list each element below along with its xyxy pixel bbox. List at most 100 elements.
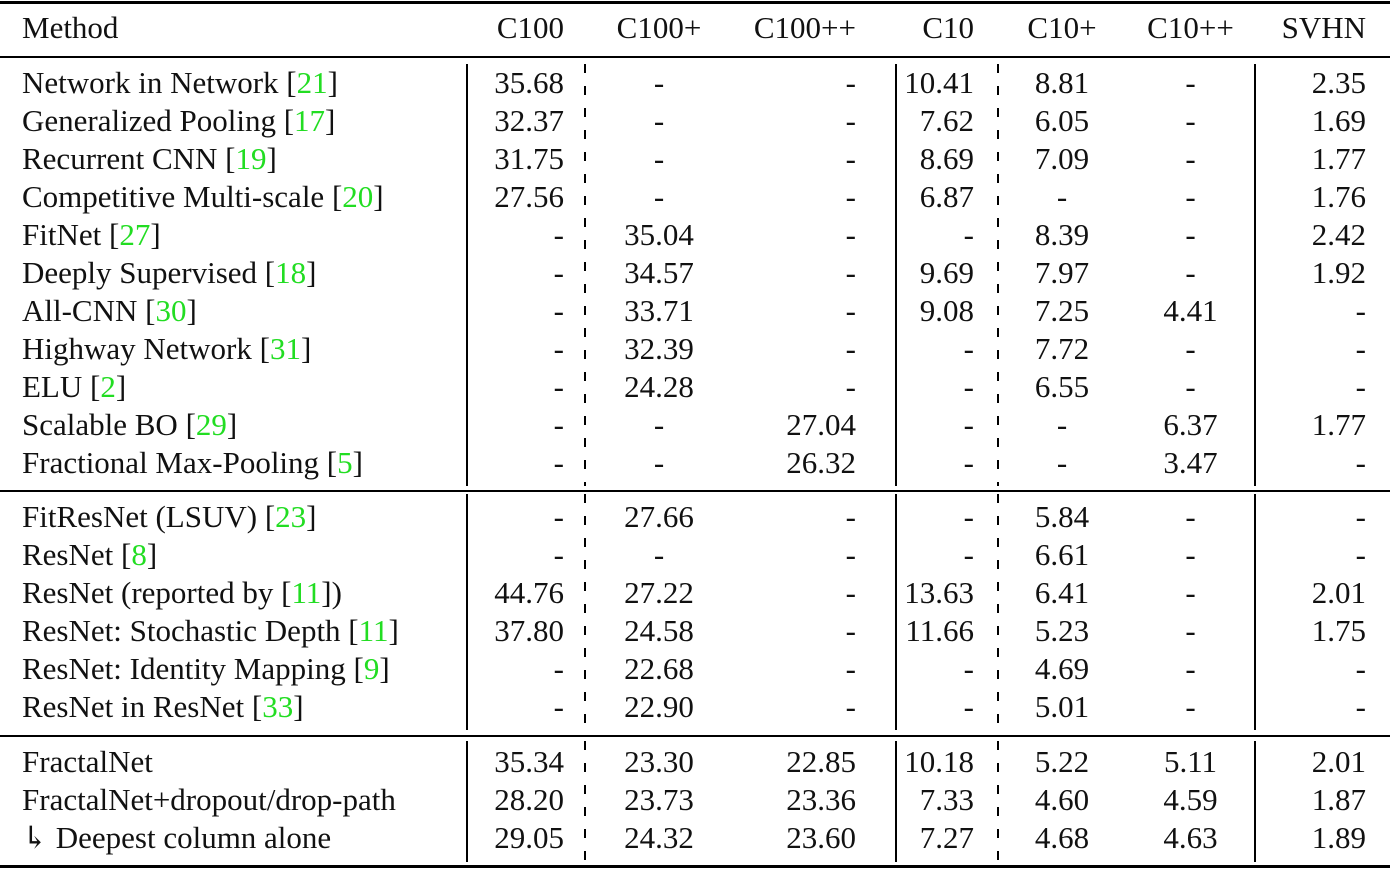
method-suffix: ]) xyxy=(321,575,342,610)
cell-svhn: - xyxy=(1355,331,1366,366)
method-name: FractalNet xyxy=(22,743,153,781)
cell-c10-plusplus: 5.11 xyxy=(1163,744,1218,779)
cell-c100: - xyxy=(553,537,564,572)
header-rule xyxy=(0,56,1390,58)
method-suffix: ] xyxy=(293,689,304,724)
cell-c100-plusplus: 23.60 xyxy=(786,820,856,855)
cell-c100-plus: - xyxy=(653,65,665,100)
header-c100-plusplus: C100++ xyxy=(753,10,856,45)
cell-c100: - xyxy=(553,445,564,480)
cell-c100: - xyxy=(553,407,564,442)
table-row: Scalable BO [29] - - 27.04 - - 6.37 1.77 xyxy=(0,406,1390,444)
cell-c10: - xyxy=(963,651,974,686)
table-row: FitResNet (LSUV) [23] - 27.66 - - 5.84 - - xyxy=(0,498,1390,536)
citation-link[interactable]: 18 xyxy=(275,255,307,290)
cell-c100-plusplus: - xyxy=(845,651,856,686)
cell-svhn: 2.01 xyxy=(1311,575,1366,610)
citation-link[interactable]: 11 xyxy=(358,613,389,648)
cell-svhn: - xyxy=(1355,499,1366,534)
method-name: Competitive Multi-scale [20] xyxy=(22,178,384,216)
cell-c100: 35.34 xyxy=(494,744,564,779)
citation-link[interactable]: 2 xyxy=(100,369,116,404)
cell-c10: 7.27 xyxy=(919,820,974,855)
solid-column-separator xyxy=(895,64,897,486)
cell-c10-plusplus: 3.47 xyxy=(1163,445,1218,480)
cell-c10-plus: 6.41 xyxy=(1034,575,1090,610)
cell-c100-plusplus: 26.32 xyxy=(786,445,856,480)
citation-link[interactable]: 23 xyxy=(275,499,307,534)
cell-c10: 9.08 xyxy=(919,293,974,328)
cell-c100-plusplus: - xyxy=(845,65,856,100)
header-c10-plus: C10+ xyxy=(1027,10,1097,45)
method-name: Fractional Max-Pooling [5] xyxy=(22,444,363,482)
cell-c10-plusplus: 4.63 xyxy=(1163,820,1218,855)
citation-link[interactable]: 33 xyxy=(262,689,294,724)
solid-column-separator xyxy=(895,741,897,862)
solid-column-separator xyxy=(895,494,897,730)
cell-c100-plusplus: - xyxy=(845,575,856,610)
cell-c100-plusplus: - xyxy=(845,537,856,572)
citation-link[interactable]: 20 xyxy=(342,179,374,214)
method-name: Network in Network [21] xyxy=(22,64,338,102)
cell-c10-plus: - xyxy=(1056,179,1068,214)
cell-svhn: - xyxy=(1355,445,1366,480)
citation-link[interactable]: 9 xyxy=(363,651,380,686)
method-name: FractalNet+dropout/drop-path xyxy=(22,781,396,819)
cell-c100-plus: 32.39 xyxy=(624,331,694,366)
citation-link[interactable]: 27 xyxy=(119,217,151,252)
cell-svhn: 1.77 xyxy=(1311,141,1366,176)
cell-c10-plusplus: 6.37 xyxy=(1163,407,1218,442)
cell-c100: 32.37 xyxy=(494,103,564,138)
citation-link[interactable]: 31 xyxy=(269,331,301,366)
method-name: ↳ Deepest column alone xyxy=(22,819,331,857)
method-suffix: ] xyxy=(352,445,363,480)
cell-svhn: - xyxy=(1355,293,1366,328)
method-label: Fractional Max-Pooling [ xyxy=(22,445,338,480)
cell-c10-plus: 5.23 xyxy=(1034,613,1090,648)
method-label: FitNet [ xyxy=(22,217,120,252)
cell-svhn: 2.01 xyxy=(1311,744,1366,779)
cell-c10-plusplus: - xyxy=(1185,613,1196,648)
table-row: ResNet in ResNet [33] - 22.90 - - 5.01 - - xyxy=(0,688,1390,726)
citation-link[interactable]: 30 xyxy=(155,293,187,328)
method-suffix: ] xyxy=(150,217,161,252)
cell-c10-plus: 4.69 xyxy=(1034,651,1090,686)
citation-link[interactable]: 8 xyxy=(131,537,147,572)
cell-c10: - xyxy=(963,689,974,724)
cell-c10: 6.87 xyxy=(919,179,974,214)
citation-link[interactable]: 5 xyxy=(337,445,353,480)
citation-link[interactable]: 19 xyxy=(235,141,267,176)
cell-c10-plus: 6.05 xyxy=(1034,103,1090,138)
cell-c100: - xyxy=(553,255,564,290)
cell-c100-plusplus: - xyxy=(845,331,856,366)
method-name: Highway Network [31] xyxy=(22,330,311,368)
cell-c10-plusplus: - xyxy=(1185,255,1196,290)
solid-column-separator xyxy=(466,494,468,730)
citation-link[interactable]: 17 xyxy=(294,103,326,138)
cell-c100: - xyxy=(553,217,564,252)
table-row: Recurrent CNN [19] 31.75 - - 8.69 7.09 - 1.77 xyxy=(0,140,1390,178)
method-label: ResNet: Stochastic Depth [ xyxy=(22,613,359,648)
cell-c100-plusplus: - xyxy=(845,689,856,724)
cell-c10-plusplus: - xyxy=(1185,689,1196,724)
cell-c10-plusplus: - xyxy=(1185,141,1196,176)
cell-c100-plus: 24.58 xyxy=(624,613,694,648)
cell-svhn: 2.35 xyxy=(1311,65,1366,100)
citation-link[interactable]: 21 xyxy=(296,65,328,100)
method-label: ResNet (reported by [ xyxy=(22,575,292,610)
cell-c100-plus: 22.68 xyxy=(624,651,694,686)
citation-link[interactable]: 29 xyxy=(195,407,227,442)
method-name: ResNet: Stochastic Depth [11] xyxy=(22,612,399,650)
method-label: Deeply Supervised [ xyxy=(22,255,276,290)
cell-svhn: 1.77 xyxy=(1311,407,1366,442)
citation-link[interactable]: 11 xyxy=(291,575,322,610)
cell-svhn: - xyxy=(1355,651,1366,686)
dashed-column-separator xyxy=(584,741,586,862)
table-row: All-CNN [30] - 33.71 - 9.08 7.25 4.41 - xyxy=(0,292,1390,330)
solid-column-separator xyxy=(1254,64,1256,486)
cell-c100-plusplus: - xyxy=(845,613,856,648)
method-label: FractalNet+dropout/drop-path xyxy=(22,782,396,817)
method-label: ↳ Deepest column alone xyxy=(22,820,332,855)
cell-c10-plusplus: 4.59 xyxy=(1163,782,1218,817)
cell-c10: 13.63 xyxy=(904,575,974,610)
